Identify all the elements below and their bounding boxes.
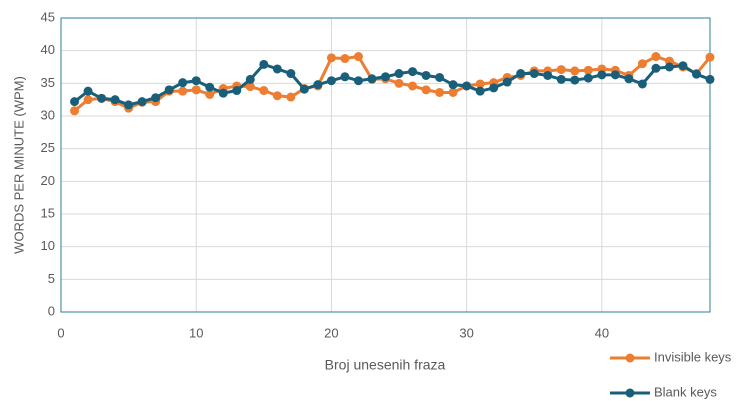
data-point	[178, 86, 188, 96]
x-tick-label: 30	[459, 325, 473, 340]
data-point	[651, 63, 661, 73]
data-point	[205, 89, 215, 99]
data-point	[353, 52, 363, 62]
plot-frame	[60, 17, 711, 313]
legend-marker	[625, 353, 635, 363]
y-tick-label: 45	[41, 9, 55, 24]
x-tick-label: 10	[189, 325, 203, 340]
data-point	[272, 64, 282, 74]
data-point	[124, 100, 134, 110]
data-point	[597, 70, 607, 80]
data-point	[70, 106, 80, 116]
data-point	[475, 79, 485, 89]
data-point	[408, 67, 418, 77]
data-point	[272, 91, 282, 101]
data-point	[448, 80, 458, 90]
data-point	[583, 73, 593, 83]
data-point	[191, 85, 201, 95]
data-point	[340, 72, 350, 82]
data-point	[435, 72, 445, 82]
data-point	[340, 54, 350, 64]
data-point	[475, 86, 485, 96]
y-tick-label: 35	[41, 75, 55, 90]
data-point	[218, 88, 228, 98]
data-point	[191, 76, 201, 86]
data-point	[313, 80, 323, 90]
data-point	[245, 74, 255, 84]
data-point	[97, 93, 107, 103]
data-point	[394, 78, 404, 88]
data-point	[489, 83, 499, 93]
data-point	[353, 76, 363, 86]
data-point	[83, 86, 93, 96]
data-point	[705, 52, 715, 62]
data-point	[516, 69, 526, 79]
data-point	[435, 87, 445, 97]
y-tick-label: 25	[41, 140, 55, 155]
y-tick-label: 20	[41, 173, 55, 188]
data-point	[70, 97, 80, 107]
legend-label: Blank keys	[654, 384, 717, 399]
data-point	[137, 97, 147, 107]
y-tick-label: 0	[48, 303, 55, 318]
data-point	[462, 81, 472, 91]
data-point	[178, 78, 188, 88]
data-point	[326, 76, 336, 86]
y-tick-label: 15	[41, 205, 55, 220]
data-point	[651, 52, 661, 62]
data-point	[151, 93, 161, 103]
data-point	[381, 72, 390, 82]
data-point	[705, 74, 715, 84]
data-point	[529, 69, 539, 79]
data-point	[232, 86, 242, 96]
legend-label: Invisible keys	[654, 349, 732, 364]
data-point	[83, 95, 93, 105]
data-point	[110, 95, 120, 105]
data-point	[205, 82, 215, 92]
y-tick-label: 30	[41, 107, 55, 122]
data-point	[570, 75, 580, 85]
data-point	[610, 70, 620, 80]
data-point	[502, 77, 512, 87]
data-point	[678, 61, 688, 71]
x-axis-label: Broj unesenih fraza	[325, 357, 446, 373]
data-point	[326, 53, 336, 63]
legend-marker	[625, 388, 635, 398]
data-point	[245, 82, 255, 92]
x-tick-label: 20	[324, 325, 338, 340]
data-point	[421, 85, 431, 95]
y-tick-label: 10	[41, 238, 55, 253]
data-point	[394, 69, 404, 79]
data-point	[164, 85, 174, 95]
data-point	[691, 69, 701, 79]
data-point	[570, 66, 580, 76]
data-point	[556, 74, 566, 84]
data-point	[556, 65, 566, 75]
y-tick-label: 40	[41, 42, 55, 57]
data-point	[583, 65, 593, 75]
x-tick-label: 0	[57, 325, 64, 340]
data-point	[408, 81, 418, 91]
data-point	[286, 92, 296, 102]
y-axis-label: WORDS PER MINUTE (WPM)	[11, 76, 26, 254]
data-point	[543, 70, 553, 80]
data-point	[299, 84, 309, 94]
data-point	[448, 87, 458, 97]
data-point	[421, 70, 431, 80]
data-point	[664, 62, 674, 72]
data-point	[624, 74, 634, 84]
data-point	[286, 69, 296, 79]
data-point	[259, 59, 269, 69]
data-point	[259, 86, 269, 96]
data-point	[637, 79, 647, 89]
y-tick-label: 5	[48, 271, 55, 286]
data-point	[367, 74, 377, 84]
data-point	[637, 59, 647, 69]
x-tick-label: 40	[595, 325, 609, 340]
